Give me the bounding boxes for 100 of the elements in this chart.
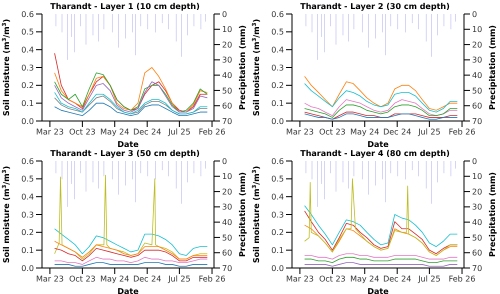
line-series [54, 228, 208, 256]
y-tick-label: 0.4 [21, 46, 34, 55]
line-series [54, 174, 208, 260]
line-series [54, 102, 208, 116]
chart-title: Tharandt - Layer 2 (30 cm depth) [299, 2, 451, 11]
line-series [304, 83, 458, 112]
y2-tick-label: 10 [472, 25, 482, 34]
x-axis-title: Date [367, 287, 390, 294]
x-tick-label: Feb 26 [198, 128, 226, 137]
y2-tick-label: 50 [472, 86, 482, 96]
line-series [304, 178, 458, 256]
x-tick-label: Oct 23 [69, 274, 96, 284]
x-tick-label: Oct 23 [69, 128, 96, 137]
x-tick-label: Jul 25 [167, 274, 191, 284]
x-tick-label: Mar 23 [36, 274, 64, 284]
y2-tick-label: 0 [222, 156, 228, 166]
y-tick-label: 0.2 [271, 81, 284, 90]
y-tick-label: 0.1 [21, 246, 34, 256]
y2-tick-label: 20 [472, 40, 482, 50]
y-tick-label: 0.0 [271, 264, 284, 273]
y2-tick-label: 0 [222, 10, 228, 19]
x-tick-label: Feb 26 [448, 274, 476, 284]
y-tick-label: 0.2 [21, 81, 34, 90]
y2-tick-label: 10 [222, 172, 232, 182]
y2-tick-label: 70 [222, 116, 232, 126]
y-tick-label: 0.1 [271, 99, 284, 108]
x-tick-label: Mar 23 [286, 274, 314, 284]
y2-tick-label: 70 [472, 116, 482, 126]
y-tick-label: 0.0 [271, 116, 284, 126]
y2-tick-label: 30 [222, 56, 232, 65]
y2-tick-label: 50 [472, 233, 482, 242]
y2-tick-label: 30 [222, 202, 232, 212]
x-tick-label: Mar 23 [36, 128, 64, 137]
y-tick-label: 0.1 [21, 99, 34, 108]
line-series [304, 104, 458, 118]
y2-tick-label: 60 [222, 102, 232, 111]
y2-tick-label: 40 [222, 70, 232, 80]
x-tick-label: Jul 25 [417, 274, 441, 284]
y2-tick-label: 70 [222, 264, 232, 273]
y2-tick-label: 10 [472, 172, 482, 182]
y2-tick-label: 70 [472, 264, 482, 273]
x-tick-label: May 24 [100, 128, 130, 137]
y-tick-label: 0.4 [271, 192, 284, 202]
y2-axis-title: Precipitation (mm) [488, 172, 497, 257]
line-series [54, 81, 208, 112]
x-axis-title: Date [117, 140, 140, 149]
line-series [304, 99, 458, 116]
x-tick-label: Feb 26 [448, 128, 476, 137]
y-tick-label: 0.3 [271, 63, 284, 72]
y2-tick-label: 0 [472, 10, 478, 19]
x-tick-label: May 24 [350, 128, 380, 137]
y-tick-label: 0.6 [271, 10, 284, 19]
chart-title: Tharandt - Layer 1 (10 cm depth) [49, 2, 201, 11]
x-tick-label: Dec 24 [383, 128, 412, 137]
line-series [54, 248, 208, 262]
line-series [54, 92, 208, 114]
y2-axis-title: Precipitation (mm) [488, 25, 497, 110]
y-tick-label: 0.5 [21, 174, 34, 184]
x-tick-label: Dec 24 [133, 128, 162, 137]
x-tick-label: Dec 24 [383, 274, 412, 284]
x-tick-label: Oct 23 [319, 274, 346, 284]
y2-tick-label: 60 [472, 102, 482, 111]
x-tick-label: Jul 25 [167, 128, 191, 137]
y2-tick-label: 40 [222, 218, 232, 227]
y2-tick-label: 60 [472, 248, 482, 258]
line-series [54, 256, 208, 265]
y-tick-label: 0.1 [271, 246, 284, 256]
x-axis-title: Date [367, 140, 390, 149]
y2-tick-label: 10 [222, 25, 232, 34]
y-tick-label: 0.6 [21, 156, 34, 166]
line-series [304, 205, 458, 247]
y-tick-label: 0.3 [271, 210, 284, 220]
y-tick-label: 0.4 [271, 46, 284, 55]
x-axis-title: Date [117, 287, 140, 294]
x-tick-label: Jul 25 [417, 128, 441, 137]
y-tick-label: 0.2 [271, 228, 284, 238]
y2-tick-label: 40 [472, 218, 482, 227]
y2-tick-label: 20 [222, 40, 232, 50]
y2-tick-label: 30 [472, 202, 482, 212]
y2-tick-label: 20 [472, 187, 482, 196]
y-tick-label: 0.5 [21, 28, 34, 37]
chart-title: Tharandt - Layer 3 (50 cm depth) [49, 149, 201, 158]
y2-tick-label: 0 [472, 156, 478, 166]
y-tick-label: 0.3 [21, 210, 34, 220]
y2-tick-label: 60 [222, 248, 232, 258]
chart-title: Tharandt - Layer 4 (80 cm depth) [299, 149, 451, 158]
line-series [54, 240, 208, 260]
x-tick-label: May 24 [100, 274, 130, 284]
y-tick-label: 0.6 [271, 156, 284, 166]
y-tick-label: 0.0 [21, 116, 34, 126]
y-tick-label: 0.2 [21, 228, 34, 238]
y2-axis-title: Precipitation (mm) [238, 25, 247, 110]
y-tick-label: 0.0 [21, 264, 34, 273]
y2-tick-label: 40 [472, 70, 482, 80]
y-tick-label: 0.5 [271, 174, 284, 184]
line-series [304, 76, 458, 111]
y-tick-label: 0.4 [21, 192, 34, 202]
x-tick-label: Feb 26 [198, 274, 226, 284]
y2-tick-label: 50 [222, 233, 232, 242]
y2-axis-title: Precipitation (mm) [238, 172, 247, 257]
